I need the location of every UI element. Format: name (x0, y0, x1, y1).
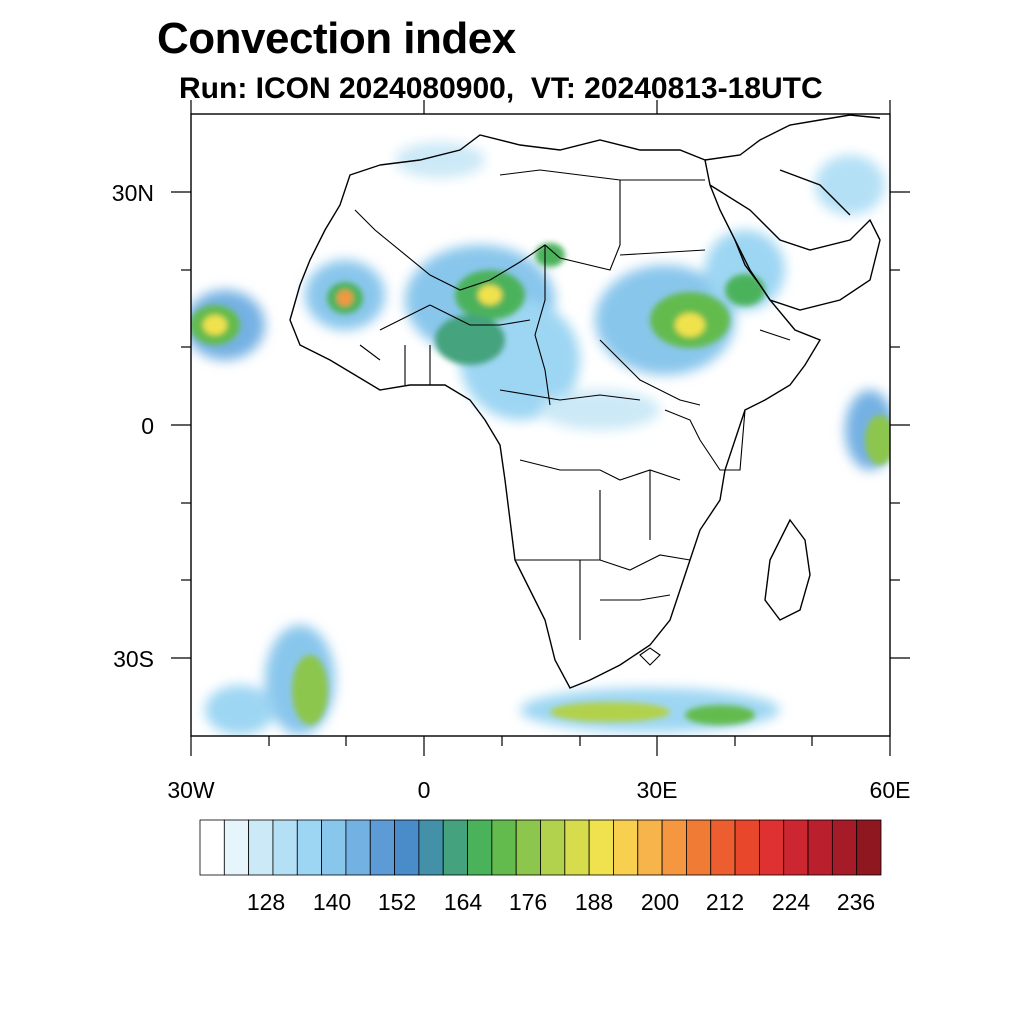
colorbar-label: 224 (771, 889, 811, 915)
colorbar-swatch (661, 819, 687, 876)
coastlines (289, 114, 881, 689)
colorbar-swatch (394, 819, 420, 876)
colorbar-swatch (831, 819, 858, 876)
colorbar-swatch (686, 819, 712, 876)
lon-label-30e: 30E (636, 777, 678, 803)
colorbar-swatch (613, 819, 639, 876)
colorbar-label: 152 (377, 889, 417, 915)
colorbar-swatch (467, 819, 493, 876)
lon-label-30w: 30W (167, 777, 215, 803)
colorbar-label: 212 (705, 889, 745, 915)
colorbar-swatch (515, 819, 541, 876)
lon-label-0: 0 (417, 777, 431, 803)
lat-label-30s: 30S (113, 646, 154, 672)
chart-subtitle: Run: ICON 2024080900, VT: 20240813-18UTC (179, 72, 823, 105)
tick-marks (171, 100, 910, 756)
colorbar-swatch (442, 819, 468, 876)
colorbar-swatch (588, 819, 614, 876)
colorbar-swatch (369, 819, 395, 876)
colorbar-swatch (734, 819, 760, 876)
colorbar-label: 200 (640, 889, 680, 915)
colorbar-swatch (296, 819, 323, 876)
colorbar-swatch (564, 819, 590, 876)
colorbar-swatch (199, 819, 225, 876)
colorbar-swatch (491, 819, 517, 876)
colorbar-swatch (758, 819, 785, 876)
colorbar-swatch (321, 819, 347, 876)
lat-label-30n: 30N (111, 180, 154, 206)
colorbar-swatch (783, 819, 809, 876)
lat-label-0: 0 (141, 413, 154, 439)
colorbar-swatch (856, 819, 882, 876)
convection-field (191, 142, 890, 735)
country-borders (354, 169, 791, 666)
colorbar-swatch (272, 819, 298, 876)
chart-title: Convection index (157, 14, 516, 63)
colorbar-swatch (637, 819, 663, 876)
colorbar-swatch (248, 819, 274, 876)
colorbar-swatch (710, 819, 736, 876)
colorbar-label: 140 (312, 889, 352, 915)
colorbar-swatch (807, 819, 833, 876)
lon-label-60e: 60E (869, 777, 911, 803)
colorbar (199, 819, 882, 876)
colorbar-label: 128 (246, 889, 286, 915)
colorbar-label: 176 (508, 889, 548, 915)
colorbar-swatch (223, 819, 250, 876)
colorbar-swatch (540, 819, 566, 876)
colorbar-label: 164 (443, 889, 483, 915)
colorbar-label: 236 (836, 889, 876, 915)
colorbar-swatch (345, 819, 371, 876)
colorbar-label: 188 (574, 889, 614, 915)
colorbar-swatch (418, 819, 444, 876)
